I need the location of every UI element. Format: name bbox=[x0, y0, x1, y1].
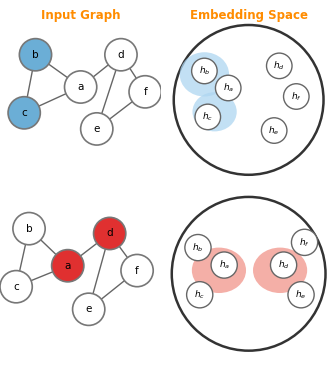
Text: f: f bbox=[143, 87, 147, 97]
Text: $h_c$: $h_c$ bbox=[194, 289, 205, 301]
Circle shape bbox=[8, 97, 40, 129]
Circle shape bbox=[195, 104, 220, 130]
Ellipse shape bbox=[180, 52, 229, 97]
Text: Embedding Space: Embedding Space bbox=[190, 9, 308, 22]
Circle shape bbox=[81, 113, 113, 145]
Ellipse shape bbox=[192, 248, 246, 293]
Text: $h_a$: $h_a$ bbox=[219, 259, 230, 271]
Circle shape bbox=[261, 118, 287, 143]
Circle shape bbox=[121, 255, 153, 287]
Circle shape bbox=[13, 212, 45, 245]
Text: a: a bbox=[78, 82, 84, 92]
Text: $h_b$: $h_b$ bbox=[192, 241, 204, 254]
Circle shape bbox=[174, 25, 324, 175]
Text: e: e bbox=[86, 304, 92, 314]
Circle shape bbox=[93, 217, 126, 250]
Circle shape bbox=[73, 293, 105, 325]
Text: $h_e$: $h_e$ bbox=[295, 289, 307, 301]
Circle shape bbox=[52, 250, 84, 282]
Circle shape bbox=[270, 252, 297, 278]
Text: $h_e$: $h_e$ bbox=[268, 124, 280, 137]
Circle shape bbox=[0, 270, 32, 303]
Circle shape bbox=[65, 71, 97, 103]
Text: $h_d$: $h_d$ bbox=[274, 60, 285, 72]
Text: Input Graph: Input Graph bbox=[41, 9, 120, 22]
Text: f: f bbox=[135, 266, 139, 276]
Circle shape bbox=[215, 75, 241, 101]
Text: $h_f$: $h_f$ bbox=[291, 90, 302, 103]
Circle shape bbox=[186, 282, 213, 308]
Text: $h_f$: $h_f$ bbox=[299, 236, 310, 249]
Text: b: b bbox=[26, 223, 32, 233]
Text: $h_b$: $h_b$ bbox=[199, 65, 210, 77]
Text: $h_a$: $h_a$ bbox=[223, 82, 234, 94]
Circle shape bbox=[19, 38, 52, 71]
Text: $h_c$: $h_c$ bbox=[202, 111, 213, 123]
Text: d: d bbox=[118, 50, 124, 60]
Circle shape bbox=[291, 229, 318, 255]
Ellipse shape bbox=[193, 92, 237, 131]
Text: $h_d$: $h_d$ bbox=[278, 259, 290, 271]
Text: e: e bbox=[94, 124, 100, 134]
Circle shape bbox=[129, 76, 161, 108]
Text: d: d bbox=[107, 229, 113, 239]
Text: b: b bbox=[32, 50, 39, 60]
Circle shape bbox=[172, 197, 326, 351]
Circle shape bbox=[211, 252, 237, 278]
Text: a: a bbox=[65, 261, 71, 271]
Circle shape bbox=[185, 235, 211, 261]
Circle shape bbox=[284, 84, 309, 109]
Circle shape bbox=[105, 38, 137, 71]
Circle shape bbox=[266, 53, 292, 78]
Ellipse shape bbox=[253, 248, 307, 293]
Text: c: c bbox=[21, 108, 27, 118]
Text: c: c bbox=[13, 282, 19, 292]
Circle shape bbox=[192, 58, 217, 84]
Circle shape bbox=[288, 282, 314, 308]
